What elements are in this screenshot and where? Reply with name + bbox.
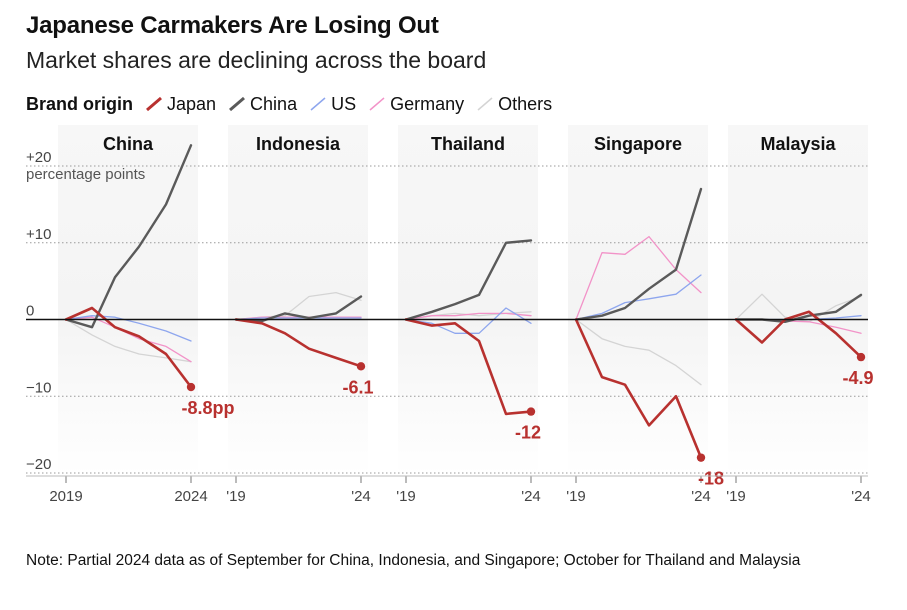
data-label-japan-singapore: -18	[698, 469, 724, 489]
series-line-japan-indonesia	[234, 318, 363, 368]
x-tick-label: 2019	[49, 488, 82, 505]
end-point-japan-indonesia	[356, 362, 366, 371]
series-line-japan-china	[64, 306, 193, 389]
series-line-china-singapore	[574, 187, 703, 321]
x-tick-label: '19	[396, 488, 416, 505]
series-line-germany-indonesia	[235, 316, 362, 321]
x-tick-label: '24	[691, 488, 711, 505]
panel-title-singapore: Singapore	[594, 134, 682, 154]
x-tick-label: '19	[226, 488, 246, 505]
series-line-china-indonesia	[234, 295, 363, 323]
legend-item-germany: Germany	[368, 94, 464, 115]
y-tick-label: +20	[26, 149, 51, 166]
small-multiples-chart: +20 +10 0 −10 −20 percentage points China 2019 2…	[26, 125, 874, 505]
data-label-japan-thailand: -12	[515, 423, 541, 443]
panel-title-thailand: Thailand	[431, 134, 505, 154]
footnote: Note: Partial 2024 data as of September …	[26, 552, 801, 569]
legend-item-china: China	[228, 94, 297, 115]
legend-label-japan: Japan	[167, 93, 217, 114]
y-tick-label: −20	[26, 456, 51, 473]
panel-title-china: China	[103, 134, 154, 154]
legend-item-others: Others	[476, 94, 552, 115]
x-tick-label: 2024	[174, 488, 207, 505]
series-line-japan-singapore	[574, 318, 703, 459]
panel-background-malaysia	[728, 125, 868, 475]
series-line-china-thailand	[404, 239, 533, 321]
chart-subtitle: Market shares are declining across the b…	[26, 47, 487, 73]
swatch-line	[229, 96, 246, 112]
y-tick-label: +10	[26, 226, 51, 243]
legend-item-us: US	[309, 94, 356, 115]
legend-swatch-japan	[146, 96, 162, 112]
y-tick-label: 0	[26, 303, 34, 320]
chart-title: Japanese Carmakers Are Losing Out	[26, 12, 439, 39]
x-tick-label: '24	[521, 488, 541, 505]
legend-label-germany: Germany	[390, 93, 465, 114]
data-label-japan-malaysia: -4.9	[842, 368, 873, 388]
y-tick-label: −10	[26, 379, 51, 396]
legend-title: Brand origin	[26, 93, 133, 114]
swatch-line	[310, 97, 326, 111]
legend-swatch-china	[229, 96, 246, 112]
panel-background-indonesia	[228, 125, 368, 475]
y-axis-unit: percentage points	[26, 166, 145, 183]
series-line-germany-thailand	[405, 312, 532, 321]
panel-title-malaysia: Malaysia	[760, 134, 836, 154]
series-line-japan-malaysia	[734, 310, 863, 359]
data-label-japan-indonesia: -6.1	[342, 377, 373, 397]
series-line-germany-singapore	[575, 235, 702, 321]
x-tick-label: '24	[351, 488, 371, 505]
swatch-line	[146, 96, 162, 112]
end-point-japan-china	[186, 382, 196, 392]
series-line-us-singapore	[575, 274, 702, 321]
legend-swatch-germany	[369, 97, 385, 111]
swatch-line	[477, 97, 493, 111]
legend-swatch-us	[310, 97, 326, 111]
legend-label-us: US	[331, 93, 357, 114]
legend-item-japan: Japan	[145, 94, 216, 115]
end-point-japan-malaysia	[856, 352, 866, 362]
series-line-china-china	[64, 144, 193, 329]
series-line-others-singapore	[575, 318, 702, 386]
legend: Brand origin Japan China US Germany Othe…	[26, 93, 564, 115]
x-tick-label: '24	[851, 488, 871, 505]
swatch-line	[369, 97, 385, 111]
end-point-japan-singapore	[696, 453, 706, 462]
series-line-us-indonesia	[235, 317, 362, 321]
legend-swatch-others	[477, 97, 493, 111]
x-tick-label: '19	[566, 488, 586, 505]
panel-title-indonesia: Indonesia	[256, 134, 341, 154]
legend-label-china: China	[250, 93, 298, 114]
series-line-japan-thailand	[404, 318, 533, 416]
x-tick-label: '19	[726, 488, 746, 505]
end-point-japan-thailand	[526, 407, 536, 416]
legend-label-others: Others	[498, 93, 553, 114]
data-label-japan-china: -8.8pp	[181, 398, 234, 418]
